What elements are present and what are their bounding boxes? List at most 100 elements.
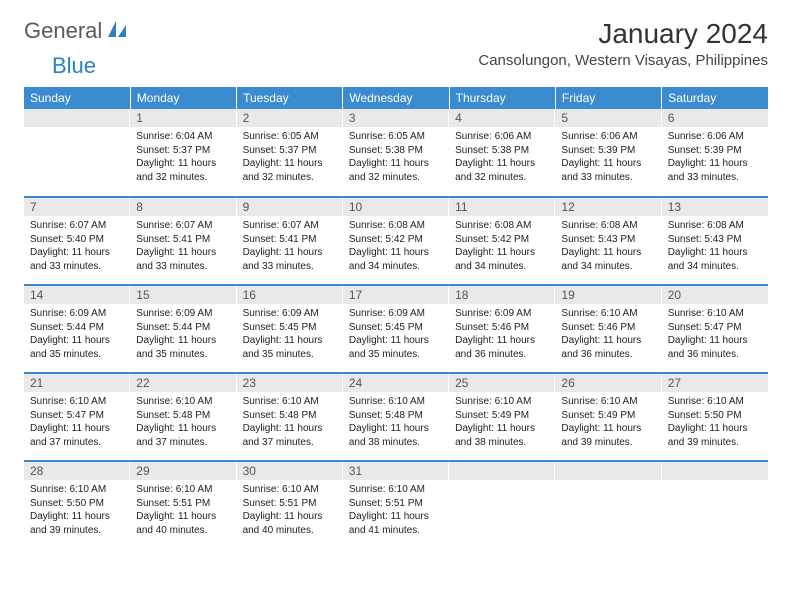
sunrise-text: Sunrise: 6:06 AM	[561, 130, 655, 144]
daylight-text: Daylight: 11 hours and 33 minutes.	[668, 157, 762, 184]
sunset-text: Sunset: 5:47 PM	[30, 409, 124, 423]
calendar-day-cell: 18Sunrise: 6:09 AMSunset: 5:46 PMDayligh…	[449, 285, 555, 373]
day-number: 12	[555, 198, 661, 216]
sunrise-text: Sunrise: 6:10 AM	[668, 307, 762, 321]
day-number: 14	[24, 286, 130, 304]
day-body: Sunrise: 6:10 AMSunset: 5:49 PMDaylight:…	[449, 392, 555, 453]
daylight-text: Daylight: 11 hours and 35 minutes.	[349, 334, 443, 361]
calendar-day-cell: 31Sunrise: 6:10 AMSunset: 5:51 PMDayligh…	[343, 461, 449, 549]
day-number	[24, 109, 130, 127]
daylight-text: Daylight: 11 hours and 33 minutes.	[243, 246, 337, 273]
day-body: Sunrise: 6:08 AMSunset: 5:42 PMDaylight:…	[449, 216, 555, 277]
daylight-text: Daylight: 11 hours and 36 minutes.	[455, 334, 549, 361]
sunrise-text: Sunrise: 6:08 AM	[455, 219, 549, 233]
day-number: 21	[24, 374, 130, 392]
day-body: Sunrise: 6:05 AMSunset: 5:38 PMDaylight:…	[343, 127, 449, 188]
sunset-text: Sunset: 5:39 PM	[668, 144, 762, 158]
sunset-text: Sunset: 5:39 PM	[561, 144, 655, 158]
sunrise-text: Sunrise: 6:10 AM	[243, 483, 337, 497]
sunset-text: Sunset: 5:51 PM	[136, 497, 230, 511]
day-body: Sunrise: 6:10 AMSunset: 5:50 PMDaylight:…	[24, 480, 130, 541]
daylight-text: Daylight: 11 hours and 34 minutes.	[455, 246, 549, 273]
calendar-day-cell: 8Sunrise: 6:07 AMSunset: 5:41 PMDaylight…	[130, 197, 236, 285]
daylight-text: Daylight: 11 hours and 40 minutes.	[136, 510, 230, 537]
day-body: Sunrise: 6:04 AMSunset: 5:37 PMDaylight:…	[130, 127, 236, 188]
calendar-day-cell: 1Sunrise: 6:04 AMSunset: 5:37 PMDaylight…	[130, 109, 236, 197]
day-number: 19	[555, 286, 661, 304]
sunset-text: Sunset: 5:51 PM	[349, 497, 443, 511]
weekday-header: Friday	[555, 87, 661, 109]
sunrise-text: Sunrise: 6:10 AM	[30, 483, 124, 497]
daylight-text: Daylight: 11 hours and 33 minutes.	[136, 246, 230, 273]
sunset-text: Sunset: 5:37 PM	[243, 144, 337, 158]
day-number: 16	[237, 286, 343, 304]
sunset-text: Sunset: 5:45 PM	[243, 321, 337, 335]
sunrise-text: Sunrise: 6:06 AM	[668, 130, 762, 144]
day-number: 20	[662, 286, 768, 304]
sunset-text: Sunset: 5:50 PM	[668, 409, 762, 423]
day-body: Sunrise: 6:09 AMSunset: 5:46 PMDaylight:…	[449, 304, 555, 365]
daylight-text: Daylight: 11 hours and 33 minutes.	[30, 246, 124, 273]
calendar-day-cell: 13Sunrise: 6:08 AMSunset: 5:43 PMDayligh…	[662, 197, 768, 285]
calendar-day-cell: 11Sunrise: 6:08 AMSunset: 5:42 PMDayligh…	[449, 197, 555, 285]
day-body: Sunrise: 6:07 AMSunset: 5:41 PMDaylight:…	[130, 216, 236, 277]
day-number: 26	[555, 374, 661, 392]
sunrise-text: Sunrise: 6:09 AM	[136, 307, 230, 321]
day-number: 3	[343, 109, 449, 127]
day-number: 31	[343, 462, 449, 480]
daylight-text: Daylight: 11 hours and 34 minutes.	[349, 246, 443, 273]
logo-text-general: General	[24, 18, 102, 44]
calendar-week-row: 28Sunrise: 6:10 AMSunset: 5:50 PMDayligh…	[24, 461, 768, 549]
day-number: 22	[130, 374, 236, 392]
daylight-text: Daylight: 11 hours and 38 minutes.	[349, 422, 443, 449]
daylight-text: Daylight: 11 hours and 32 minutes.	[243, 157, 337, 184]
calendar-day-cell: 10Sunrise: 6:08 AMSunset: 5:42 PMDayligh…	[343, 197, 449, 285]
sunrise-text: Sunrise: 6:09 AM	[243, 307, 337, 321]
day-body: Sunrise: 6:06 AMSunset: 5:39 PMDaylight:…	[555, 127, 661, 188]
calendar-week-row: 7Sunrise: 6:07 AMSunset: 5:40 PMDaylight…	[24, 197, 768, 285]
day-number: 28	[24, 462, 130, 480]
day-body: Sunrise: 6:10 AMSunset: 5:51 PMDaylight:…	[343, 480, 449, 541]
sunrise-text: Sunrise: 6:10 AM	[30, 395, 124, 409]
sunset-text: Sunset: 5:42 PM	[455, 233, 549, 247]
sunrise-text: Sunrise: 6:10 AM	[561, 395, 655, 409]
daylight-text: Daylight: 11 hours and 34 minutes.	[561, 246, 655, 273]
sunset-text: Sunset: 5:48 PM	[349, 409, 443, 423]
day-body: Sunrise: 6:10 AMSunset: 5:48 PMDaylight:…	[343, 392, 449, 453]
day-body: Sunrise: 6:09 AMSunset: 5:44 PMDaylight:…	[24, 304, 130, 365]
day-body: Sunrise: 6:08 AMSunset: 5:43 PMDaylight:…	[555, 216, 661, 277]
day-body: Sunrise: 6:10 AMSunset: 5:48 PMDaylight:…	[130, 392, 236, 453]
daylight-text: Daylight: 11 hours and 40 minutes.	[243, 510, 337, 537]
day-number	[662, 462, 768, 480]
weekday-header: Sunday	[24, 87, 130, 109]
daylight-text: Daylight: 11 hours and 39 minutes.	[30, 510, 124, 537]
calendar-day-cell: 19Sunrise: 6:10 AMSunset: 5:46 PMDayligh…	[555, 285, 661, 373]
weekday-header: Monday	[130, 87, 236, 109]
calendar-day-cell: 14Sunrise: 6:09 AMSunset: 5:44 PMDayligh…	[24, 285, 130, 373]
daylight-text: Daylight: 11 hours and 36 minutes.	[668, 334, 762, 361]
day-body: Sunrise: 6:10 AMSunset: 5:48 PMDaylight:…	[237, 392, 343, 453]
sunset-text: Sunset: 5:37 PM	[136, 144, 230, 158]
day-number: 4	[449, 109, 555, 127]
calendar-day-cell: 22Sunrise: 6:10 AMSunset: 5:48 PMDayligh…	[130, 373, 236, 461]
calendar-day-cell: 17Sunrise: 6:09 AMSunset: 5:45 PMDayligh…	[343, 285, 449, 373]
sunrise-text: Sunrise: 6:05 AM	[243, 130, 337, 144]
calendar-day-cell: 15Sunrise: 6:09 AMSunset: 5:44 PMDayligh…	[130, 285, 236, 373]
sunset-text: Sunset: 5:43 PM	[668, 233, 762, 247]
day-number: 17	[343, 286, 449, 304]
day-number: 27	[662, 374, 768, 392]
day-number: 6	[662, 109, 768, 127]
daylight-text: Daylight: 11 hours and 33 minutes.	[561, 157, 655, 184]
day-body: Sunrise: 6:10 AMSunset: 5:51 PMDaylight:…	[130, 480, 236, 541]
calendar-week-row: 14Sunrise: 6:09 AMSunset: 5:44 PMDayligh…	[24, 285, 768, 373]
sunrise-text: Sunrise: 6:10 AM	[136, 395, 230, 409]
day-number: 10	[343, 198, 449, 216]
logo-text-blue: Blue	[52, 53, 96, 79]
sunrise-text: Sunrise: 6:08 AM	[561, 219, 655, 233]
daylight-text: Daylight: 11 hours and 35 minutes.	[243, 334, 337, 361]
calendar-day-cell: 9Sunrise: 6:07 AMSunset: 5:41 PMDaylight…	[237, 197, 343, 285]
weekday-header: Wednesday	[343, 87, 449, 109]
sunset-text: Sunset: 5:46 PM	[455, 321, 549, 335]
weekday-header: Saturday	[662, 87, 768, 109]
weekday-header: Tuesday	[237, 87, 343, 109]
